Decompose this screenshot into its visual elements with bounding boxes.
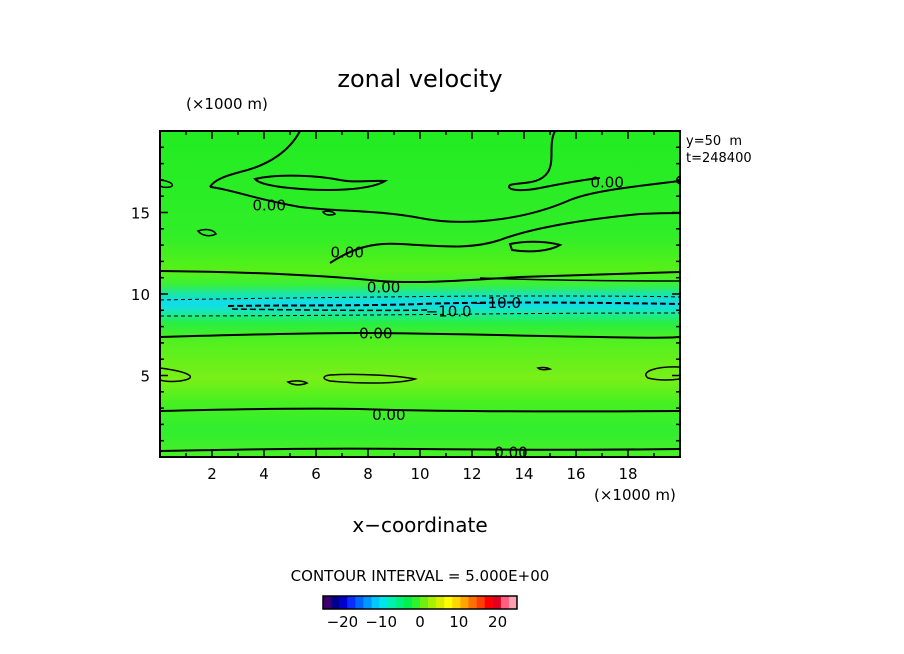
colorbar-swatch (492, 596, 502, 609)
x-tick-label: 2 (207, 465, 217, 483)
x-axis-title: x−coordinate (352, 513, 487, 537)
x-axis-unit: (×1000 m) (594, 486, 676, 504)
x-tick-label: 12 (462, 465, 481, 483)
colorbar-swatch (436, 596, 445, 609)
colorbar-swatch (428, 596, 437, 609)
axis-ticks (160, 131, 680, 457)
colorbar-swatch (379, 596, 388, 609)
y-tick-label: 10 (131, 286, 150, 304)
contour-line (508, 131, 601, 192)
contour-label: −10.0 (426, 302, 472, 320)
contour-line (323, 373, 418, 384)
contour-line-negative (160, 312, 680, 317)
colorbar (322, 595, 518, 610)
colorbar-swatch (484, 596, 494, 609)
contour-line (160, 407, 680, 413)
contour-label: 0.00 (372, 406, 405, 424)
colorbar-swatch (468, 596, 477, 609)
contour-label: 0.00 (494, 443, 527, 461)
y-tick-label: 15 (131, 205, 150, 223)
plot-area (160, 131, 680, 457)
chart-title: zonal velocity (337, 65, 502, 93)
colorbar-swatch (411, 596, 421, 609)
colorbar-swatch (460, 596, 469, 609)
contour-line (321, 210, 337, 216)
contour-line (286, 380, 309, 386)
colorbar-swatch (339, 596, 348, 609)
colorbar-swatch (347, 596, 356, 609)
x-tick-label: 16 (566, 465, 585, 483)
colorbar-tick-label: 10 (449, 613, 468, 631)
x-tick-label: 14 (514, 465, 533, 483)
contour-line (160, 331, 680, 339)
colorbar-frame (322, 595, 518, 610)
x-tick-label: 6 (311, 465, 321, 483)
contour-line (160, 367, 192, 383)
contour-line-negative (160, 295, 680, 301)
contour-line (479, 277, 680, 282)
colorbar-labels: −20 −10 0 10 20 (327, 613, 508, 631)
contour-label: 0.00 (367, 279, 400, 297)
colorbar-tick-label: 0 (415, 613, 425, 631)
contour-line (160, 179, 174, 189)
contour-label: 0.00 (359, 324, 392, 342)
colorbar-swatch (403, 596, 413, 609)
colorbar-swatch (323, 596, 332, 609)
colorbar-tick-label: −20 (327, 613, 359, 631)
contour-interval: CONTOUR INTERVAL = 5.000E+00 (291, 567, 550, 585)
contour-label: 0.00 (330, 244, 363, 262)
y-axis-unit: (×1000 m) (186, 95, 268, 113)
contour-line (196, 228, 218, 237)
contour-line (536, 366, 553, 371)
colorbar-swatch (331, 596, 340, 609)
axis-labels: 2 4 6 8 10 12 14 16 18 5 10 15 (131, 205, 638, 484)
colorbar-swatch (363, 596, 372, 609)
colorbar-swatch (387, 596, 397, 609)
colorbar-tick-label: 20 (488, 613, 507, 631)
colorbar-swatch (355, 596, 364, 609)
colorbar-swatch (420, 596, 429, 609)
x-tick-label: 18 (618, 465, 637, 483)
contour-line (209, 131, 301, 188)
contour-line (160, 270, 680, 284)
info-line-y: y=50 m (686, 134, 742, 149)
info-line-t: t=248400 (686, 151, 752, 166)
colorbar-swatch (452, 596, 461, 609)
colorbar-tick-label: −10 (365, 613, 397, 631)
contour-line (508, 240, 563, 253)
colorbar-swatch (476, 596, 485, 609)
contour-line (645, 366, 680, 381)
contour-label: −10.0 (475, 294, 521, 312)
contour-label: 0.00 (590, 174, 623, 192)
colorbar-swatch (500, 596, 510, 609)
contour-label: 0.00 (252, 196, 285, 214)
contour-line (329, 212, 680, 264)
colorbar-swatch (508, 596, 518, 609)
contour-line (253, 174, 389, 191)
colorbar-swatch (371, 596, 380, 609)
contour-line (209, 180, 680, 223)
contour-labels: 0.000.000.000.00−10.0 −10.00.000.000.00 (252, 174, 623, 462)
colorbar-swatch (395, 596, 405, 609)
colorbar-swatch (444, 596, 453, 609)
y-tick-label: 5 (140, 368, 150, 386)
x-tick-label: 4 (259, 465, 269, 483)
x-tick-label: 8 (363, 465, 373, 483)
x-tick-label: 10 (410, 465, 429, 483)
